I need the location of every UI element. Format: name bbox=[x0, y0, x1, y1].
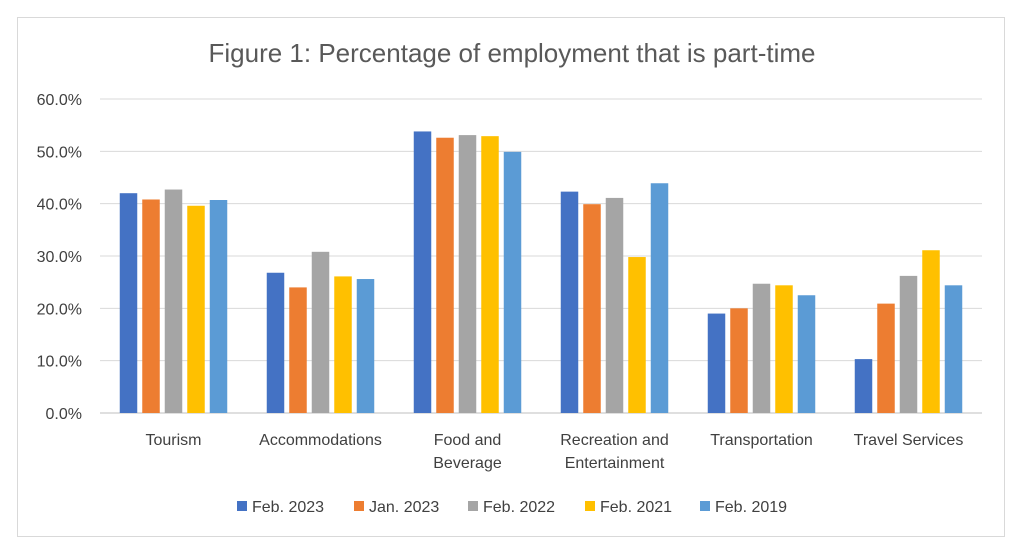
bar bbox=[142, 199, 160, 413]
bar bbox=[707, 313, 726, 413]
x-category-label: Accommodations bbox=[259, 432, 382, 449]
bar bbox=[854, 359, 873, 413]
bar bbox=[775, 285, 793, 413]
bar bbox=[413, 131, 432, 414]
y-tick-label: 50.0% bbox=[37, 144, 82, 161]
legend-swatch bbox=[354, 501, 364, 511]
x-category-label: Entertainment bbox=[565, 455, 665, 472]
bar bbox=[334, 276, 352, 413]
bar bbox=[311, 251, 330, 413]
bar bbox=[289, 287, 307, 413]
chart-title: Figure 1: Percentage of employment that … bbox=[209, 38, 816, 68]
bar bbox=[944, 285, 963, 413]
bar bbox=[187, 205, 205, 413]
bar bbox=[605, 197, 624, 413]
legend-swatch bbox=[237, 501, 247, 511]
x-category-label: Transportation bbox=[710, 432, 813, 449]
bar bbox=[899, 275, 918, 413]
bar bbox=[628, 257, 646, 413]
bar bbox=[650, 183, 669, 413]
legend: Feb. 2023 Jan. 2023 Feb. 2022 Feb. 2021 Feb.… bbox=[237, 499, 787, 516]
bar bbox=[164, 189, 183, 413]
y-tick-label: 10.0% bbox=[37, 354, 82, 371]
bar bbox=[752, 283, 771, 413]
y-tick-label: 0.0% bbox=[46, 406, 82, 423]
bar bbox=[356, 279, 375, 413]
bar bbox=[877, 303, 895, 413]
bar bbox=[436, 137, 454, 413]
y-axis-ticks: 0.0% 10.0% 20.0% 30.0% 40.0% 50.0% 60.0% bbox=[37, 92, 82, 423]
bar bbox=[458, 135, 477, 414]
bar bbox=[797, 295, 816, 413]
gridlines bbox=[100, 98, 982, 414]
bar bbox=[266, 272, 285, 413]
legend-label: Feb. 2022 bbox=[483, 499, 555, 516]
x-category-label: Travel Services bbox=[854, 432, 964, 449]
y-tick-label: 30.0% bbox=[37, 249, 82, 266]
bar bbox=[503, 151, 522, 413]
y-tick-label: 60.0% bbox=[37, 92, 82, 109]
bar bbox=[730, 308, 748, 413]
bar bbox=[481, 136, 499, 413]
y-tick-label: 20.0% bbox=[37, 301, 82, 318]
legend-label: Feb. 2019 bbox=[715, 499, 787, 516]
x-category-label: Tourism bbox=[145, 432, 201, 449]
bars bbox=[119, 131, 963, 414]
bar bbox=[922, 250, 940, 413]
legend-swatch bbox=[700, 501, 710, 511]
legend-swatch bbox=[468, 501, 478, 511]
bar bbox=[209, 200, 228, 413]
bar bbox=[583, 204, 601, 413]
y-tick-label: 40.0% bbox=[37, 197, 82, 214]
bar bbox=[560, 191, 579, 413]
x-category-label: Recreation and bbox=[560, 432, 669, 449]
legend-label: Jan. 2023 bbox=[369, 499, 439, 516]
legend-swatch bbox=[585, 501, 595, 511]
x-category-label: Food and bbox=[434, 432, 502, 449]
legend-label: Feb. 2023 bbox=[252, 499, 324, 516]
x-category-label: Beverage bbox=[433, 455, 502, 472]
legend-label: Feb. 2021 bbox=[600, 499, 672, 516]
bar bbox=[119, 193, 138, 413]
x-axis-labels: Tourism Accommodations Food and Beverage Rec… bbox=[145, 432, 963, 472]
